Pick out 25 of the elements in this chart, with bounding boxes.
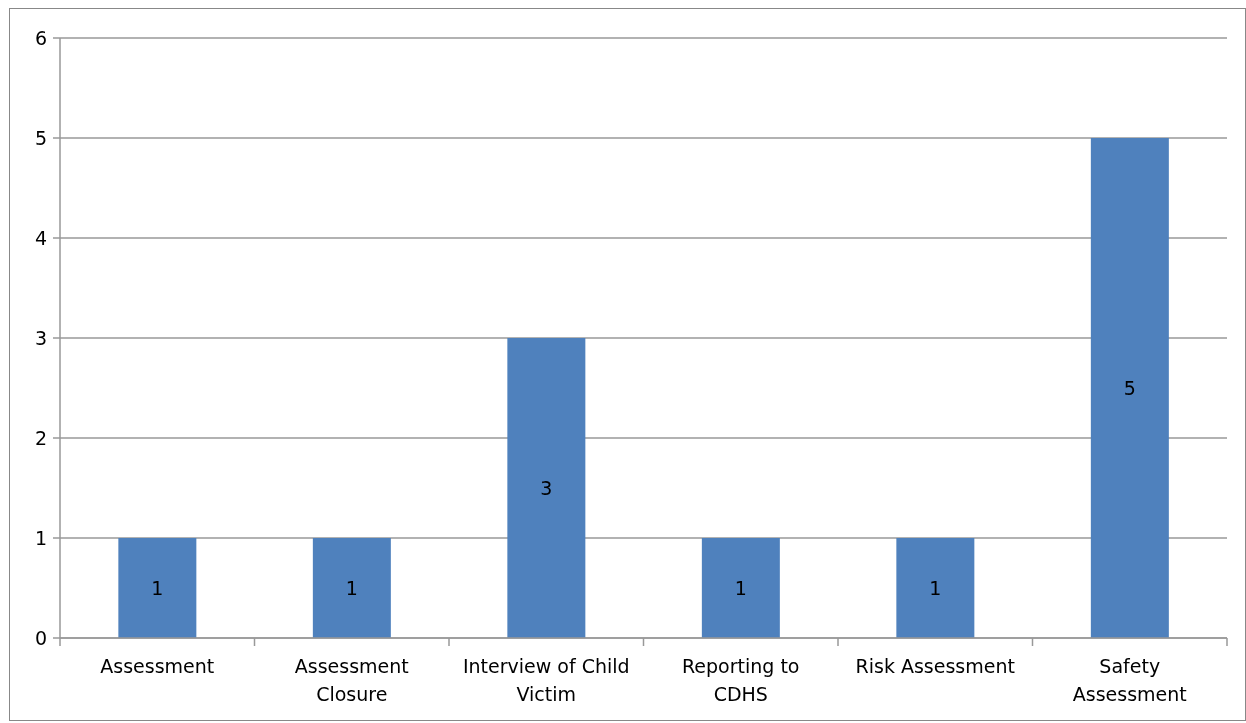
data-label: 1 [151,576,164,599]
y-tick-label: 3 [34,326,47,349]
bar [118,538,197,638]
data-label: 5 [1123,376,1136,399]
y-tick-label: 5 [34,126,47,149]
y-tick-label: 2 [34,426,47,449]
x-tick-label: Safety Assessment [1072,655,1187,706]
x-tick-label: Interview of Child Victim [462,655,630,706]
y-tick-label: 4 [34,226,47,249]
y-tick-label: 6 [34,26,47,49]
bar [312,538,391,638]
bar [507,338,586,638]
x-tick-label: Assessment [100,655,215,678]
x-tick-label: Assessment Closure [294,655,409,706]
bar [701,538,780,638]
data-label: 1 [734,576,747,599]
x-tick-label: Risk Assessment [855,655,1015,678]
bar [1090,138,1169,638]
data-label: 1 [345,576,358,599]
bar [896,538,975,638]
y-tick-label: 1 [34,526,47,549]
data-label: 1 [929,576,942,599]
y-tick-label: 0 [34,626,47,649]
x-tick-label: Reporting to CDHS [682,655,800,706]
data-label: 3 [540,476,553,499]
